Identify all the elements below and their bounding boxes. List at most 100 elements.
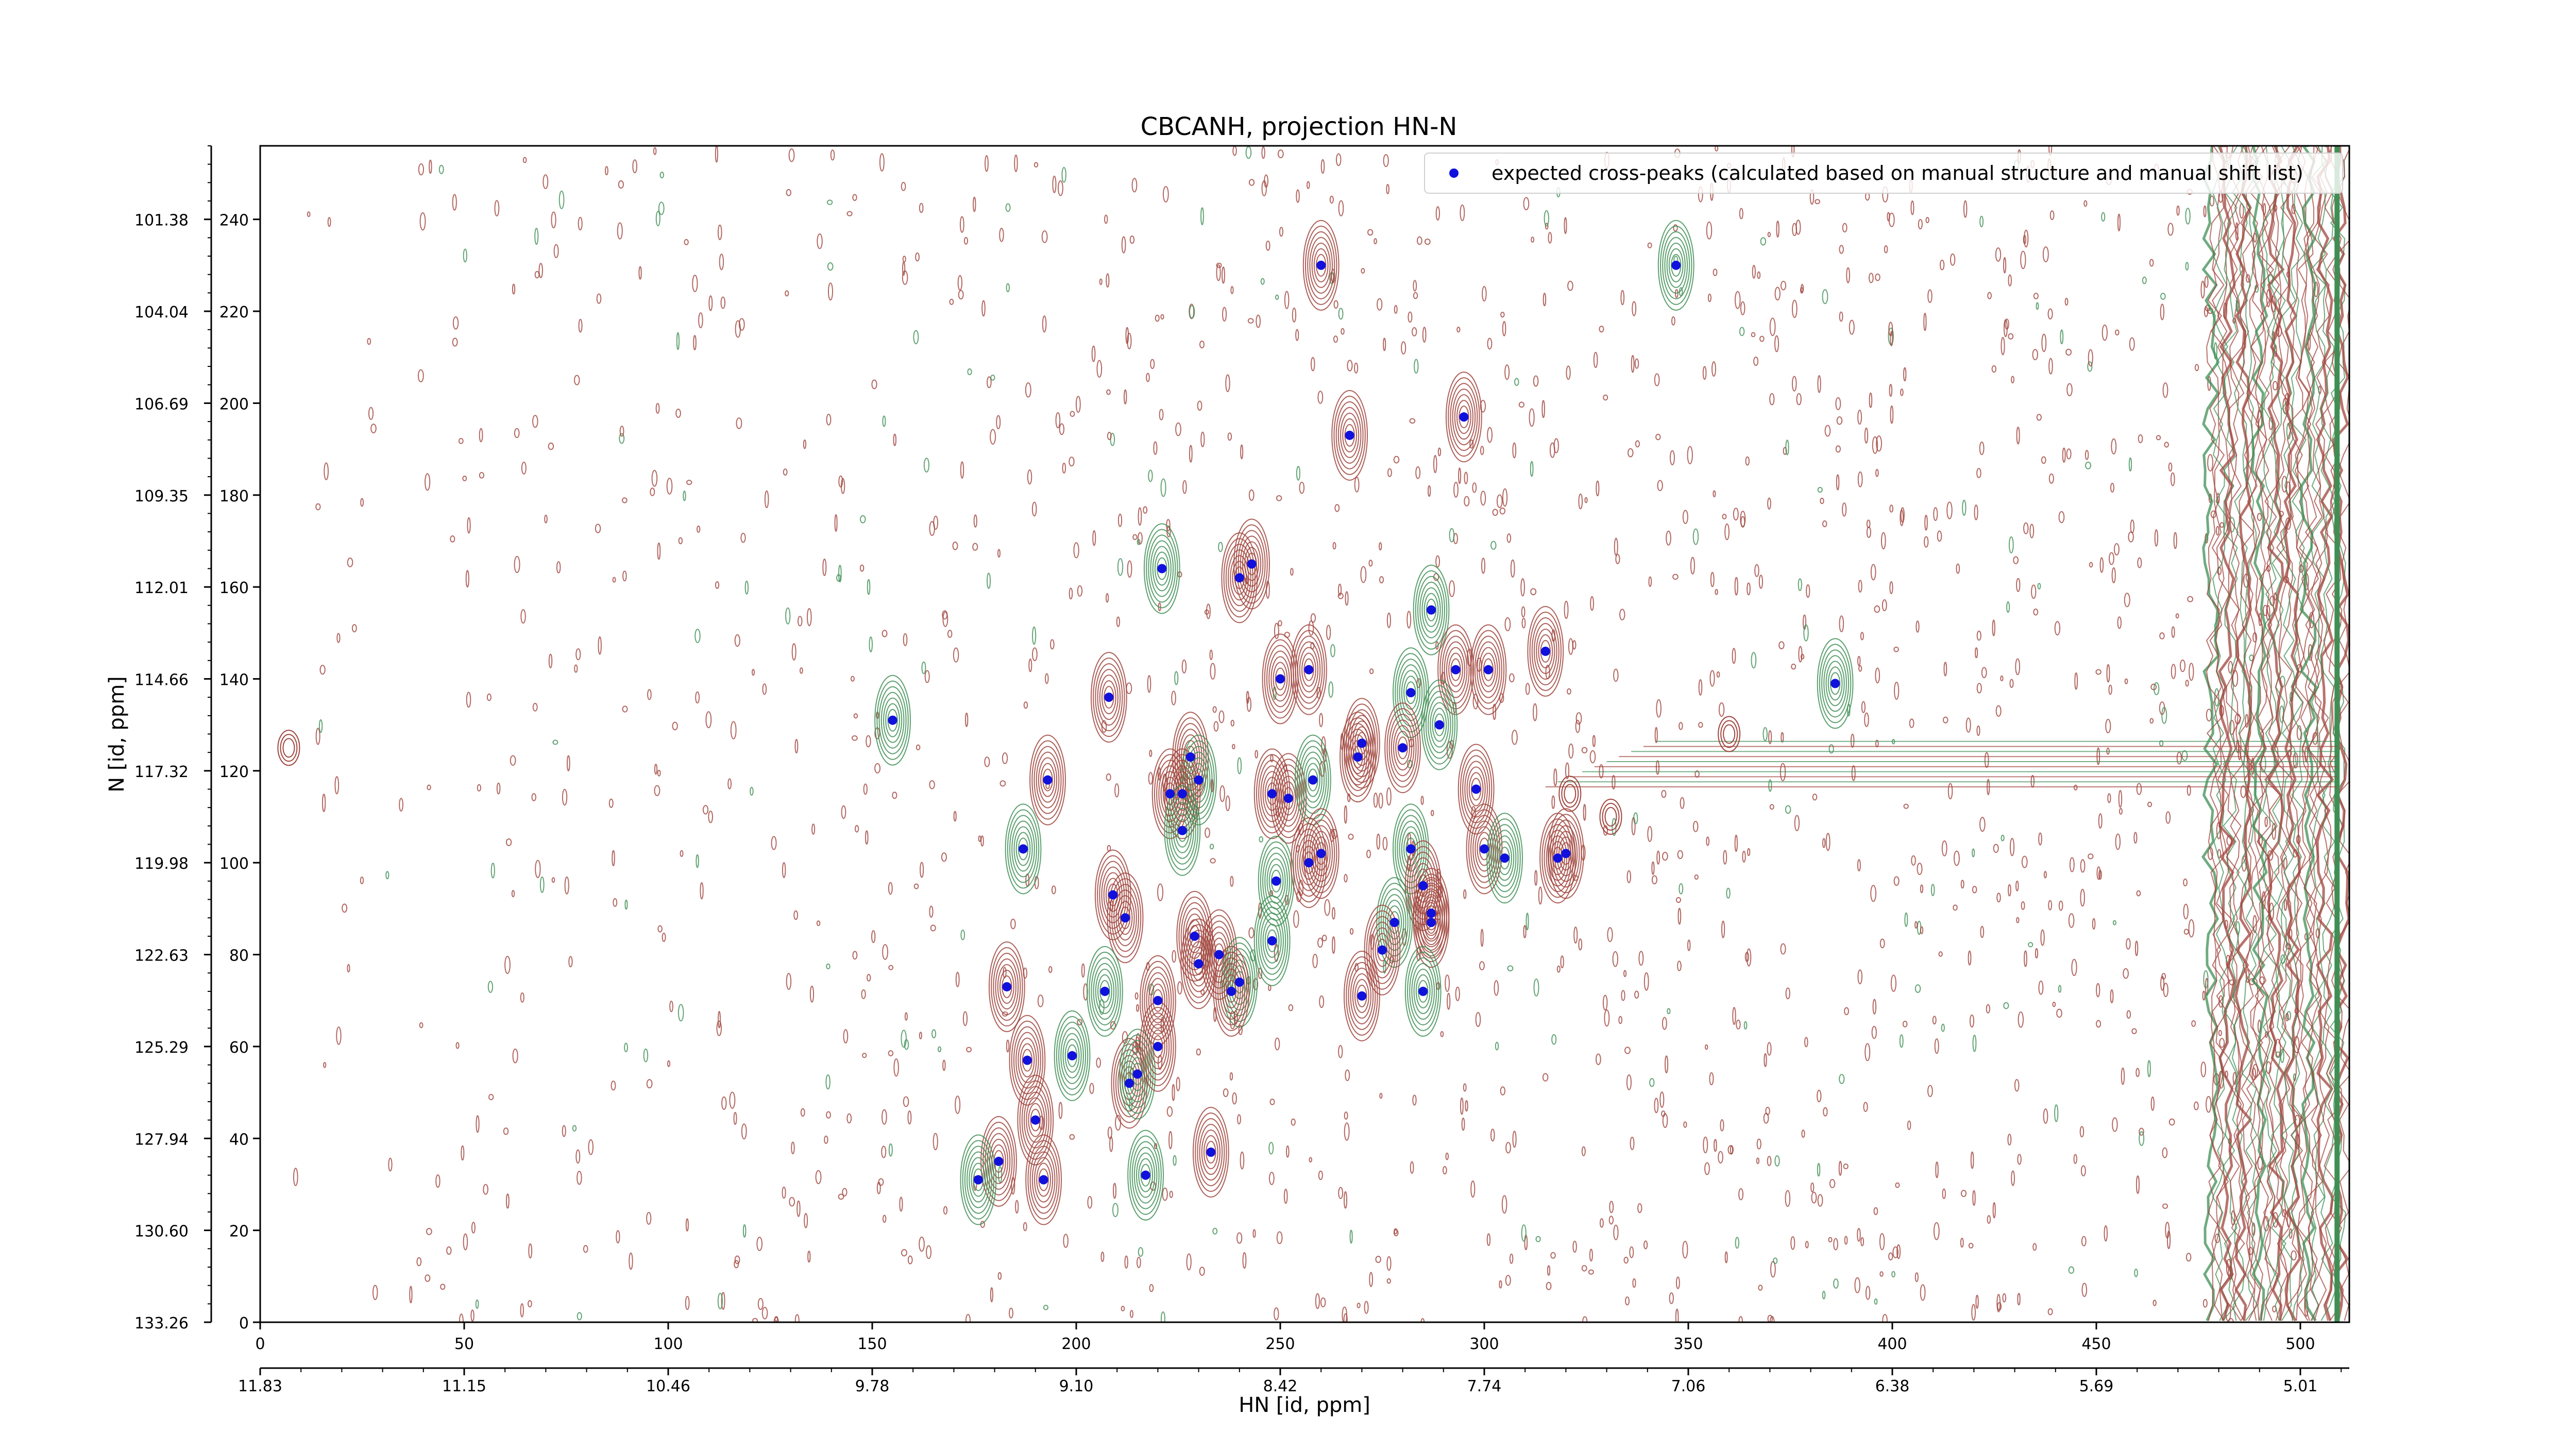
noise-contour [2015,658,2021,676]
noise-contour [1757,271,1761,279]
isolated-contour [1723,724,1736,744]
noise-contour [1154,1143,1158,1150]
peak-contour [1054,1010,1091,1101]
noise-contour [1675,897,1682,903]
noise-contour [1348,833,1354,840]
noise-contour [1008,1307,1013,1319]
noise-contour [1822,1291,1826,1300]
noise-contour [715,146,718,163]
noise-contour [1437,447,1442,457]
peak-contour [1094,849,1131,940]
noise-contour [1525,683,1530,695]
noise-contour [1943,662,1947,677]
peak-contour [1411,963,1435,1020]
noise-contour [1769,317,1776,336]
isolated-contour [1720,720,1738,748]
noise-contour [2200,280,2205,299]
noise-contour [368,407,374,420]
noise-contour [2215,526,2219,536]
noise-contour [959,216,964,233]
noise-contour [1149,750,1153,757]
noise-contour [1857,409,1862,425]
noise-contour [1547,1265,1551,1276]
noise-contour [1791,663,1797,670]
noise-contour [1329,195,1334,204]
noise-contour [2266,289,2271,308]
noise-contour [1669,1292,1674,1304]
noise-contour [1981,667,1987,679]
peak-contour [1536,628,1555,674]
noise-contour [2105,718,2111,734]
noise-contour [1647,242,1652,248]
peak-contour [1111,884,1140,952]
peak-contour [1308,768,1318,791]
peak-contour [1311,242,1331,288]
noise-contour [1875,469,1879,477]
peak-contour [1293,823,1325,903]
peak-contour [1434,713,1445,736]
noise-contour [1709,670,1715,687]
noise-contour [2002,1293,2007,1303]
noise-contour [2017,1154,2022,1165]
peak-contour [1095,663,1123,732]
noise-contour [1413,292,1418,299]
peak-contour [1468,809,1501,889]
noise-contour [2291,1250,2297,1261]
noise-contour [1865,1286,1871,1300]
peak-contour [1297,834,1321,891]
noise-contour [2068,913,2075,928]
noise-contour [1953,904,1958,911]
noise-contour [1408,311,1413,323]
peak-contour [1426,598,1437,621]
noise-contour [504,955,511,974]
noise-contour [683,491,686,501]
noise-contour [2162,382,2168,398]
noise-contour [1500,312,1505,318]
noise-contour [1110,1021,1116,1030]
noise-contour [1619,609,1625,620]
contour-layer [277,146,2349,1322]
noise-contour [1836,416,1843,425]
peak-contour [1409,957,1437,1025]
peak-contour [1131,1141,1160,1209]
peak-contour [1113,889,1137,947]
peak-contour [1258,760,1286,828]
noise-contour [1357,1302,1361,1308]
noise-contour [990,429,996,445]
noise-contour [2218,1030,2222,1036]
noise-contour [1248,927,1255,939]
noise-contour [1703,1136,1708,1154]
noise-contour [1265,240,1270,251]
peak-contour [1450,383,1478,451]
noise-contour [487,981,494,993]
noise-contour [1991,365,1997,373]
peak-contour [1136,1152,1156,1198]
noise-contour [1723,850,1727,865]
noise-contour [1872,436,1878,454]
noise-contour [888,882,893,895]
noise-contour [1971,1304,1976,1321]
peak-contour [1446,647,1466,693]
noise-contour [556,561,561,574]
noise-contour [1975,1294,1979,1309]
peak-contour [887,709,898,732]
peak-contour [1028,1103,1043,1137]
noise-contour [1551,795,1555,810]
noise-contour [1010,918,1016,930]
peak-contour [1546,830,1570,887]
noise-contour [2229,720,2235,735]
noise-contour [1259,836,1264,843]
peak-contour [1315,842,1327,865]
noise-contour [2167,223,2174,236]
peak-contour [1022,1049,1033,1072]
peak-contour [1133,1147,1158,1204]
noise-contour [2108,684,2112,695]
noise-contour [716,1020,722,1036]
noise-contour [1479,961,1485,970]
x-tick-label: 450 [2081,1335,2111,1353]
noise-contour [2117,616,2122,629]
noise-contour [2200,1062,2207,1077]
cross-peak-point [1019,844,1028,854]
noise-contour [757,1298,764,1310]
noise-contour [1261,146,1265,159]
